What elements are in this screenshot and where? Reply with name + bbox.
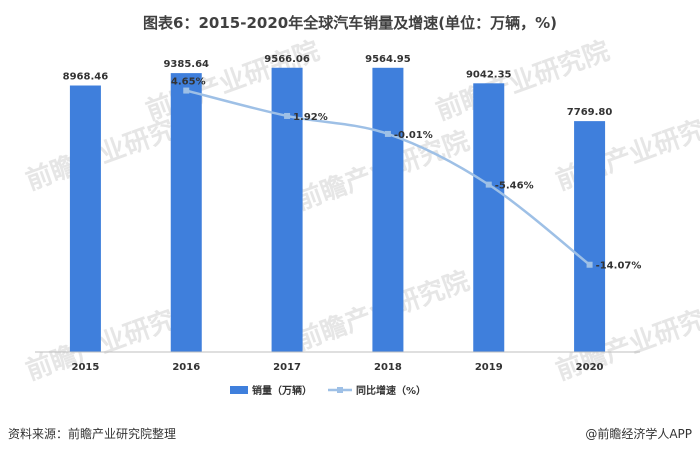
x-tick-2016: 2016 [172,362,200,373]
growth-point-2017 [284,112,291,119]
chart-title: 图表6：2015-2020年全球汽车销量及增速(单位：万辆，%) [143,14,557,32]
bar-2016 [170,73,202,352]
bar-2015 [69,85,101,353]
growth-label-2019: -5.46% [495,181,534,192]
legend-line-marker [337,387,343,393]
bar-label-2017: 9566.06 [264,54,310,65]
bar-2018 [372,67,404,353]
legend-bar-swatch [230,386,248,394]
bar-label-2020: 7769.80 [567,107,613,118]
bar-2017 [271,67,303,353]
x-tick-2015: 2015 [71,362,99,373]
legend: 销量（万辆） 同比增速（%） [230,384,426,397]
growth-label-2018: -0.01% [394,130,433,141]
bar-label-2016: 9385.64 [163,59,209,70]
bar-label-2019: 9042.35 [466,69,512,80]
growth-label-2016: 4.65% [171,77,206,88]
growth-point-2020 [586,261,593,268]
bar-2020 [574,121,606,352]
x-tick-2017: 2017 [273,362,301,373]
bar-label-2018: 9564.95 [365,54,411,65]
x-tick-2020: 2020 [576,362,604,373]
line-series: 4.65% 1.92% -0.01% -5.46% -14.07% [171,77,641,272]
legend-line-label: 同比增速（%） [356,384,426,397]
growth-label-2020: -14.07% [596,261,642,272]
legend-bar-label: 销量（万辆） [252,384,312,397]
bar-label-2015: 8968.46 [63,72,109,83]
growth-point-2019 [485,181,492,188]
growth-point-2018 [384,130,391,137]
growth-label-2017: 1.92% [293,112,328,123]
watermark-text: 前瞻产业研究院 [552,295,700,386]
bar-2019 [473,83,505,353]
growth-point-2016 [183,87,190,94]
brand-credit: @前瞻经济学人APP [585,427,692,441]
watermark-text: 前瞻产业研究院 [552,105,700,196]
x-tick-2019: 2019 [475,362,503,373]
source-note: 资料来源：前瞻产业研究院整理 [8,427,177,441]
x-tick-2018: 2018 [374,362,402,373]
x-axis: 2015 2016 2017 2018 2019 2020 [35,351,640,373]
